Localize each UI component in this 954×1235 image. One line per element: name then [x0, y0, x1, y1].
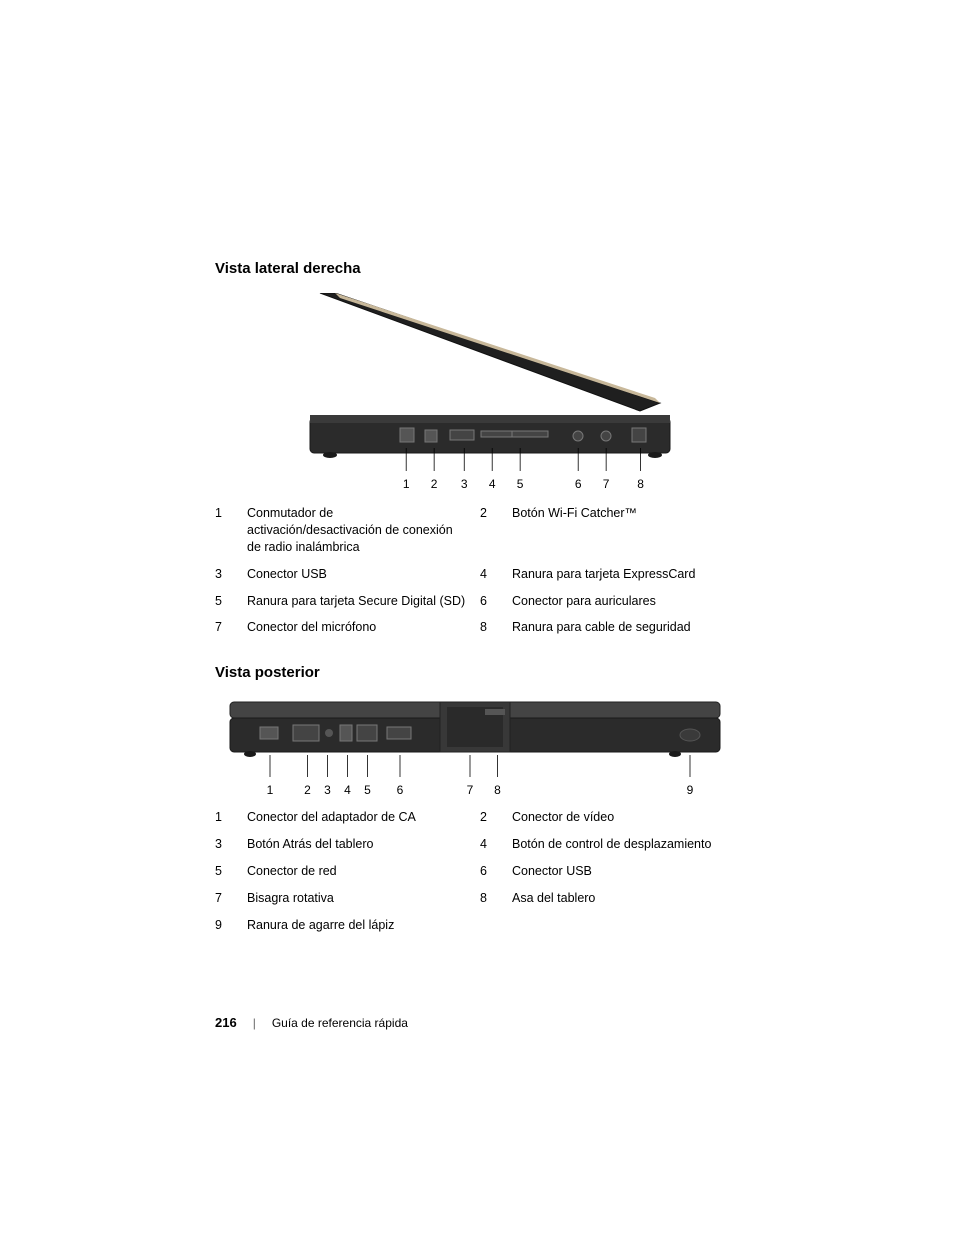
page-content: Vista lateral derecha 12345678 1Conmutad…: [215, 260, 735, 962]
legend-text: Botón Atrás del tablero: [247, 836, 470, 853]
callout-number: 3: [324, 783, 331, 797]
callout-number: 1: [403, 477, 410, 491]
legend-number: 6: [480, 863, 502, 880]
legend-text: Ranura para cable de seguridad: [512, 619, 735, 636]
legend-number: 4: [480, 566, 502, 583]
legend-number: 8: [480, 890, 502, 907]
back-side-svg: [225, 697, 725, 797]
right-side-svg: [260, 293, 690, 493]
footer-title: Guía de referencia rápida: [272, 1016, 408, 1030]
back-side-diagram: 1 2345 6 7 8 9: [225, 697, 725, 797]
legend-text: Ranura de agarre del lápiz: [247, 917, 470, 934]
legend-number: 3: [215, 836, 237, 853]
callout-number: 4: [489, 477, 496, 491]
callout-number: 1: [267, 783, 274, 797]
callout-number: 5: [517, 477, 524, 491]
footer-separator: |: [253, 1016, 256, 1030]
legend-number: 2: [480, 505, 502, 556]
legend-number: 5: [215, 863, 237, 880]
legend-number: 5: [215, 593, 237, 610]
legend-text: Botón de control de desplazamiento: [512, 836, 735, 853]
legend-text: Botón Wi-Fi Catcher™: [512, 505, 735, 556]
callout-number: 5: [364, 783, 371, 797]
legend-text: Ranura para tarjeta Secure Digital (SD): [247, 593, 470, 610]
callout-number: 8: [637, 477, 644, 491]
page-number: 216: [215, 1015, 237, 1030]
legend-number: 7: [215, 890, 237, 907]
callout-number: 2: [431, 477, 438, 491]
legend-text: Bisagra rotativa: [247, 890, 470, 907]
legend-number: 4: [480, 836, 502, 853]
legend-number: 8: [480, 619, 502, 636]
legend-text: Conmutador de activación/desactivación d…: [247, 505, 470, 556]
callout-number: 7: [603, 477, 610, 491]
legend-number: 3: [215, 566, 237, 583]
back-side-legend: 1 Conector del adaptador de CA 2 Conector d…: [215, 809, 735, 933]
legend-number: 6: [480, 593, 502, 610]
callout-number: 6: [397, 783, 404, 797]
callout-number: 2: [304, 783, 311, 797]
legend-number: 2: [480, 809, 502, 826]
legend-text: Conector USB: [247, 566, 470, 583]
legend-text: Conector USB: [512, 863, 735, 880]
callout-number: 9: [687, 783, 694, 797]
right-side-legend: 1Conmutador de activación/desactivación …: [215, 505, 735, 636]
callout-number: 8: [494, 783, 501, 797]
legend-number: 7: [215, 619, 237, 636]
page-footer: 216 | Guía de referencia rápida: [215, 1015, 408, 1030]
legend-number: 9: [215, 917, 237, 934]
section-heading-right-side: Vista lateral derecha: [215, 260, 735, 277]
legend-text: Conector del adaptador de CA: [247, 809, 470, 826]
legend-text: Conector del micrófono: [247, 619, 470, 636]
legend-text: Conector de vídeo: [512, 809, 735, 826]
legend-text: Ranura para tarjeta ExpressCard: [512, 566, 735, 583]
legend-number: 1: [215, 505, 237, 556]
right-side-diagram: 1 2 3 4 5 6 7 8: [260, 293, 690, 493]
callout-number: 3: [461, 477, 468, 491]
legend-text: Conector de red: [247, 863, 470, 880]
legend-text: Asa del tablero: [512, 890, 735, 907]
section-heading-back-side: Vista posterior: [215, 664, 735, 681]
callout-number: 6: [575, 477, 582, 491]
callout-number: 7: [467, 783, 474, 797]
legend-number: 1: [215, 809, 237, 826]
callout-number: 4: [344, 783, 351, 797]
legend-text: Conector para auriculares: [512, 593, 735, 610]
